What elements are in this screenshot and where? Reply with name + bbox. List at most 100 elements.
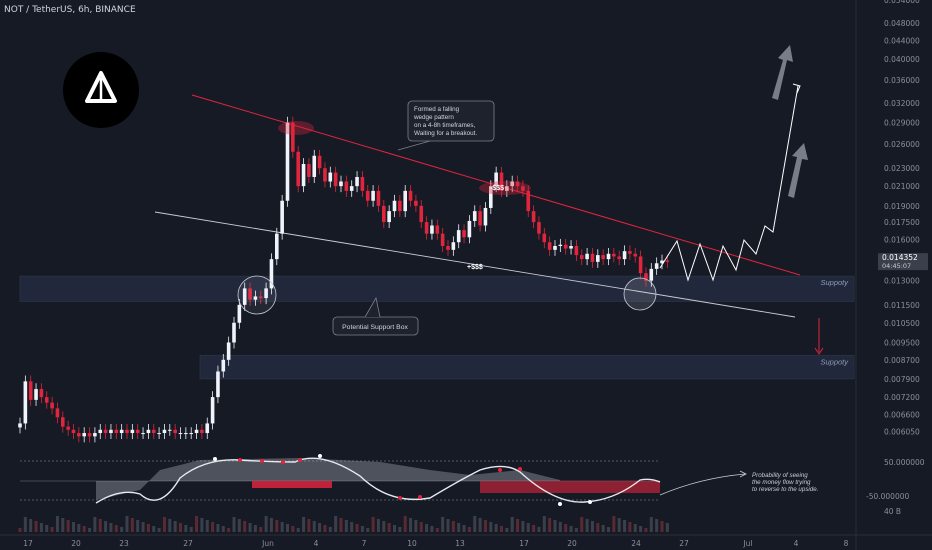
candle-body xyxy=(344,181,349,191)
candle-body xyxy=(125,429,129,434)
volume-bar xyxy=(216,524,220,532)
candle-body xyxy=(349,186,354,191)
volume-bar xyxy=(334,516,338,532)
retest-circle xyxy=(623,277,657,311)
volume-bar xyxy=(221,526,225,532)
candle-body xyxy=(553,245,557,250)
volume-bar xyxy=(516,519,520,532)
volume-bar xyxy=(248,523,252,532)
y-tick-label: 0.017500 xyxy=(884,218,920,227)
volume-bar xyxy=(430,526,434,532)
volume-bar xyxy=(227,528,231,532)
osc-dot xyxy=(518,467,522,471)
volume-bar xyxy=(269,518,273,532)
candle-body xyxy=(526,190,531,212)
candle-body xyxy=(638,256,643,274)
y-tick-label: 0.009500 xyxy=(884,338,920,347)
candle-body xyxy=(510,181,514,187)
candle-body xyxy=(66,426,70,430)
candle-body xyxy=(403,190,407,212)
zone-label-lower: Suppoty xyxy=(820,357,849,366)
candle-body xyxy=(446,245,450,250)
volume-bar xyxy=(157,528,161,532)
candle-body xyxy=(232,322,236,343)
volume-bar xyxy=(195,516,199,532)
volume-bar xyxy=(173,521,177,532)
y-tick-label: 0.010500 xyxy=(884,319,920,328)
candle-body xyxy=(563,244,568,249)
volume-bar xyxy=(462,525,466,532)
candle-body xyxy=(654,263,659,269)
x-tick-label: Jun xyxy=(261,539,274,548)
volume-bar xyxy=(168,519,172,532)
projection-path xyxy=(659,85,799,282)
y-tick-label: 0.044000 xyxy=(884,36,920,45)
candle-body xyxy=(210,397,215,424)
candle-body xyxy=(371,190,375,201)
candle-body xyxy=(312,155,317,177)
volume-bar xyxy=(286,524,289,532)
candle-body xyxy=(23,381,28,424)
volume-bar xyxy=(34,521,38,532)
wedge-note-pointer xyxy=(397,140,431,151)
candle-body xyxy=(119,429,124,434)
volume-bar xyxy=(569,526,573,532)
osc-dot xyxy=(238,458,242,462)
volume-bar xyxy=(665,523,669,532)
osc-dot xyxy=(298,458,302,462)
osc-red-band xyxy=(252,481,332,488)
volume-bar xyxy=(574,528,578,532)
candle-body xyxy=(98,429,103,434)
candle-body xyxy=(275,233,279,260)
osc-note-line: the money flow trying xyxy=(752,479,811,486)
volume-bar xyxy=(612,516,616,532)
x-tick-label: 23 xyxy=(119,539,129,548)
volume-bar xyxy=(253,525,257,532)
x-tick-label: 4 xyxy=(794,539,799,548)
candle-body xyxy=(515,181,520,187)
candle-body xyxy=(451,242,456,250)
y-tick-label: 0.019000 xyxy=(884,202,920,211)
volume-bar xyxy=(189,527,193,532)
y-tick-label: 0.026000 xyxy=(884,140,920,149)
osc-dot xyxy=(260,459,264,463)
candle-body xyxy=(339,181,343,187)
candle-body xyxy=(665,260,670,262)
candle-body xyxy=(285,122,290,201)
candle-body xyxy=(328,172,333,182)
candle-body xyxy=(558,244,563,246)
candle-body xyxy=(612,253,616,257)
support-zone xyxy=(19,275,855,302)
liquidity-low-label: +$$$ xyxy=(467,264,483,271)
volume-bar xyxy=(136,520,140,532)
candle-body xyxy=(34,389,38,400)
volume-bar xyxy=(660,521,664,532)
osc-note-line: Probability of seeing xyxy=(752,472,808,479)
volume-bar xyxy=(564,524,568,532)
candle-body xyxy=(462,230,466,238)
volume-bar xyxy=(88,528,92,532)
candle-body xyxy=(333,172,338,187)
candle-body xyxy=(355,176,359,187)
candle-body xyxy=(248,288,252,300)
candle-body xyxy=(162,429,167,434)
y-tick-label: 0.013000 xyxy=(884,277,920,286)
y-tick-label: 0.029000 xyxy=(884,119,920,128)
volume-bar xyxy=(275,520,279,532)
volume-bar xyxy=(467,527,471,532)
candle-body xyxy=(376,190,381,206)
candle-body xyxy=(205,423,210,434)
volume-bar xyxy=(457,523,461,532)
osc-arrowhead xyxy=(739,470,747,478)
candle-body xyxy=(478,211,482,226)
volume-bar xyxy=(435,528,439,532)
volume-bar xyxy=(211,522,215,532)
candle-body xyxy=(505,186,509,191)
volume-bar xyxy=(542,516,546,532)
osc-dot xyxy=(588,500,592,504)
volume-bar xyxy=(376,519,380,532)
candle-body xyxy=(521,186,525,191)
candle-body xyxy=(531,211,536,223)
y-tick-label: 0.011500 xyxy=(884,301,920,310)
